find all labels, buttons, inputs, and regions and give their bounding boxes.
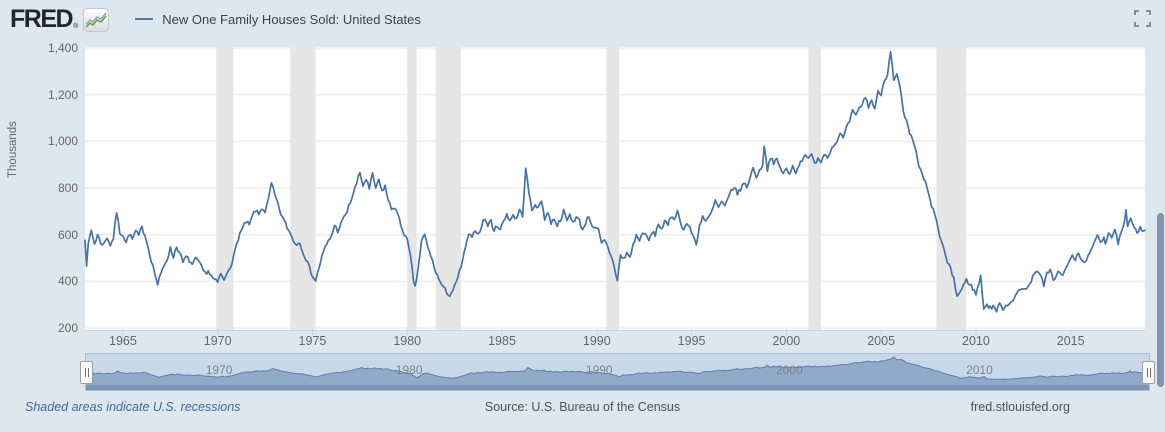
y-axis-title: Thousands: [7, 121, 19, 178]
range-handle-left[interactable]: [80, 361, 93, 384]
range-selector-year-label: 1990: [585, 363, 613, 377]
x-tick-label: 2015: [1056, 334, 1085, 348]
range-selector-mini-chart: [86, 356, 1149, 390]
fred-logo-text: FRED: [10, 4, 74, 33]
x-tick-label: 1975: [298, 334, 327, 348]
y-tick-label: 200: [57, 321, 78, 335]
range-selector-year-label: 2000: [775, 363, 803, 377]
x-tick-label: 1990: [582, 334, 611, 348]
range-handle-right[interactable]: [1142, 361, 1155, 384]
main-chart-plot-area[interactable]: [84, 47, 1146, 335]
x-tick-label: 2005: [867, 334, 896, 348]
scrollbar-thumb[interactable]: [1157, 213, 1164, 387]
range-selector-year-label: 1980: [395, 363, 423, 377]
range-selector-year-label: 2010: [966, 363, 993, 377]
legend: New One Family Houses Sold: United State…: [135, 12, 421, 27]
fullscreen-icon[interactable]: [1134, 10, 1151, 27]
y-tick-label: 600: [57, 227, 78, 242]
range-selector[interactable]: 1970 1980 1990 2000 2010: [80, 353, 1155, 391]
legend-series-label: New One Family Houses Sold: United State…: [162, 11, 421, 27]
x-tick-label: 2010: [962, 334, 990, 348]
y-tick-label: 800: [57, 181, 78, 195]
y-tick-label: 1,400: [47, 41, 78, 55]
legend-line-swatch: [135, 18, 154, 20]
range-selector-year-label: 1970: [205, 363, 233, 377]
x-tick-label: 1970: [203, 334, 232, 348]
y-tick-label: 1,200: [47, 87, 78, 102]
x-tick-label: 1965: [109, 334, 137, 348]
header: FRED ® New One Family Houses Sold: United…: [0, 0, 1165, 38]
x-tick-label: 1995: [677, 334, 706, 348]
source-note: Source: U.S. Bureau of the Census: [484, 400, 681, 414]
x-tick-label: 1980: [393, 334, 422, 348]
site-link[interactable]: fred.stlouisfed.org: [970, 400, 1070, 414]
y-tick-label: 400: [57, 274, 78, 289]
fred-logo-graph-icon: [83, 7, 110, 32]
x-tick-label: 2000: [772, 334, 801, 348]
recession-note: Shaded areas indicate U.S. recessions: [25, 400, 241, 414]
x-tick-label: 1985: [488, 334, 516, 348]
fred-logo[interactable]: FRED ®: [10, 4, 110, 33]
line-chart-svg: [84, 47, 1146, 335]
y-tick-label: 1,000: [47, 134, 78, 149]
footer: Shaded areas indicate U.S. recessions So…: [0, 398, 1165, 418]
registered-mark: ®: [73, 22, 79, 30]
